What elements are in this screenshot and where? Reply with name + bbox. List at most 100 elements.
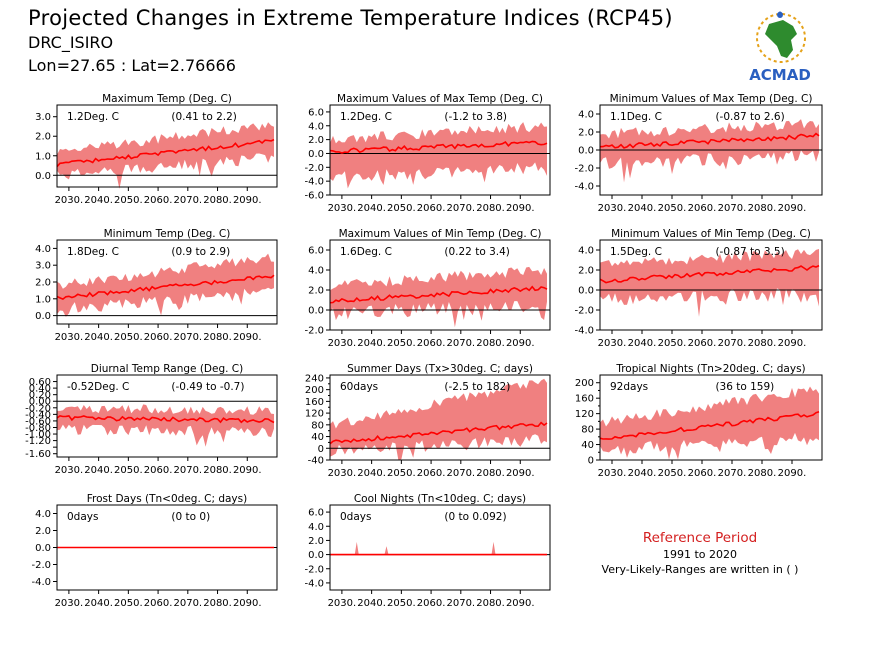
y-tick-label: 160	[575, 394, 594, 405]
y-tick-label: 120	[305, 409, 324, 420]
x-tick-label: 2080.	[203, 195, 232, 206]
reference-period-years: 1991 to 2020	[662, 548, 738, 561]
y-tick-label: 4.0	[35, 244, 51, 255]
y-tick-label: -6.0	[304, 191, 324, 202]
x-tick-label: 2060.	[144, 465, 173, 476]
change-value: 60days	[340, 381, 378, 393]
x-tick-label: 2070.	[718, 203, 747, 214]
very-likely-range-band	[600, 386, 819, 460]
y-tick-label: -0.60	[25, 416, 51, 427]
x-tick-label: 2070.	[173, 465, 202, 476]
x-tick-label: 2050.	[114, 465, 143, 476]
y-tick-label: -0.20	[25, 403, 51, 414]
x-tick-label: 2090.	[233, 465, 262, 476]
x-tick-label: 2050.	[387, 338, 416, 349]
y-tick-label: 2.0	[35, 278, 51, 289]
x-tick-label: 2090.	[778, 338, 807, 349]
chart-title: Diurnal Temp Range (Deg. C)	[91, 363, 243, 375]
y-tick-label: -40	[308, 456, 324, 467]
y-tick-label: 200	[305, 385, 324, 396]
x-tick-label: 2060.	[144, 332, 173, 343]
x-tick-label: 2040.	[84, 598, 113, 609]
x-tick-label: 2030.	[328, 203, 357, 214]
acmad-logo-text: ACMAD	[749, 66, 811, 84]
x-tick-label: 2080.	[203, 332, 232, 343]
y-tick-label: -1.00	[25, 430, 51, 441]
reference-period-title: Reference Period	[642, 530, 758, 546]
x-tick-label: 2090.	[233, 598, 262, 609]
x-tick-label: 2090.	[233, 332, 262, 343]
chart-panel-5: -2.0 0.0 2.0 4.0 6.0 2030. 2040. 2050. 2060. 2070…	[304, 228, 551, 349]
y-tick-label: 0.00	[29, 397, 51, 408]
y-tick-label: -4.0	[304, 578, 324, 589]
y-tick-label: 200	[575, 378, 594, 389]
x-tick-label: 2080.	[476, 468, 505, 479]
y-tick-label: 4.0	[308, 266, 324, 277]
plot-frame	[329, 104, 551, 196]
x-tick-label: 2090.	[506, 468, 535, 479]
y-tick-label: 2.0	[578, 128, 594, 139]
y-tick-label: -2.0	[31, 560, 51, 571]
x-tick-label: 2060.	[144, 195, 173, 206]
change-value: 1.1Deg. C	[610, 111, 662, 123]
x-tick-label: 2050.	[387, 203, 416, 214]
y-tick-label: 2.0	[308, 536, 324, 547]
chart-title: Minimum Values of Max Temp (Deg. C)	[610, 93, 813, 105]
x-tick-label: 2060.	[417, 598, 446, 609]
change-value: 1.2Deg. C	[67, 111, 119, 123]
x-tick-label: 2090.	[778, 203, 807, 214]
x-tick-label: 2040.	[84, 195, 113, 206]
y-tick-label: 0	[588, 456, 594, 467]
change-value: 1.5Deg. C	[610, 246, 662, 258]
likely-range: (-2.5 to 182)	[444, 381, 510, 393]
x-tick-label: 2070.	[446, 598, 475, 609]
x-tick-label: 2090.	[778, 468, 807, 479]
page-title: Projected Changes in Extreme Temperature…	[28, 6, 673, 30]
x-tick-label: 2070.	[718, 338, 747, 349]
very-likely-range-band	[330, 266, 547, 328]
x-tick-label: 2050.	[658, 203, 687, 214]
y-tick-label: 0.20	[29, 390, 51, 401]
x-tick-label: 2080.	[203, 598, 232, 609]
plot-frame	[56, 104, 278, 188]
y-tick-label: 4.0	[578, 246, 594, 257]
chart-panel-4: 0.0 1.0 2.0 3.0 4.0 2030. 2040. 2050. 2060. 2070.…	[35, 228, 278, 343]
y-tick-label: 2.0	[308, 286, 324, 297]
y-tick-label: 240	[305, 373, 324, 384]
x-tick-label: 2070.	[718, 468, 747, 479]
x-tick-label: 2050.	[114, 598, 143, 609]
likely-range: (36 to 159)	[715, 381, 774, 393]
x-tick-label: 2070.	[173, 195, 202, 206]
chart-title: Maximum Values of Min Temp (Deg. C)	[339, 228, 542, 240]
y-tick-label: 0.0	[578, 286, 594, 297]
x-tick-label: 2040.	[628, 468, 657, 479]
x-tick-label: 2040.	[628, 338, 657, 349]
x-tick-label: 2030.	[55, 598, 84, 609]
y-tick-label: 6.0	[308, 246, 324, 257]
x-tick-label: 2030.	[55, 465, 84, 476]
x-tick-label: 2080.	[748, 203, 777, 214]
ensemble-mean-line	[329, 140, 548, 154]
ensemble-mean-line	[329, 421, 548, 445]
x-tick-label: 2050.	[387, 468, 416, 479]
chart-panel-6: -4.0 -2.0 0.0 2.0 4.0 2030. 2040. 2050. 2060. 207…	[574, 228, 823, 349]
change-value: 1.6Deg. C	[340, 246, 392, 258]
x-tick-label: 2060.	[688, 203, 717, 214]
y-tick-label: -0.80	[25, 423, 51, 434]
y-tick-label: -4.0	[574, 182, 594, 193]
x-tick-label: 2080.	[476, 598, 505, 609]
y-tick-label: 2.0	[35, 526, 51, 537]
very-likely-range-band	[57, 122, 274, 189]
x-tick-label: 2060.	[688, 338, 717, 349]
x-tick-label: 2050.	[658, 468, 687, 479]
x-tick-label: 2090.	[233, 195, 262, 206]
likely-range: (0.41 to 2.2)	[171, 111, 237, 123]
x-tick-label: 2060.	[417, 338, 446, 349]
chart-title: Summer Days (Tx>30deg. C; days)	[347, 363, 533, 375]
y-tick-label: 80	[311, 420, 324, 431]
ensemble-mean-line	[599, 264, 820, 284]
